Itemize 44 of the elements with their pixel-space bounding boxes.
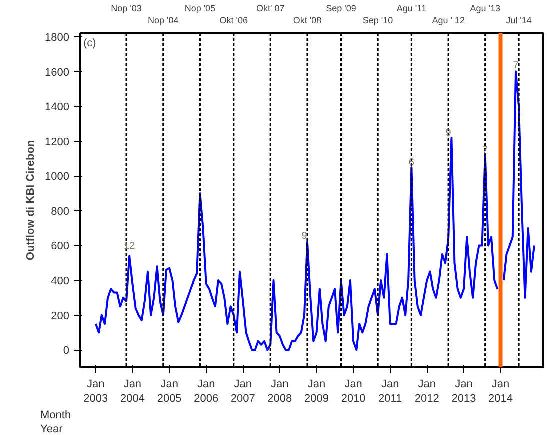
y-tick-label: 200 bbox=[51, 310, 70, 322]
ref-line-label: Sep '10 bbox=[362, 16, 394, 26]
x-tick-label: Jan 2012 bbox=[414, 378, 440, 405]
ref-line-label: Agu '13 bbox=[470, 4, 500, 14]
annotation: 9 bbox=[302, 230, 308, 242]
y-tick-label: 600 bbox=[51, 240, 70, 253]
x-tick-label: Jan 2009 bbox=[304, 378, 330, 405]
ref-line-label: Nop '04 bbox=[148, 16, 179, 26]
y-tick-label: 1800 bbox=[45, 32, 70, 44]
text: Year bbox=[40, 424, 64, 435]
x-tick-label: Jan 2006 bbox=[194, 378, 219, 405]
x-tick-label: Jan 2010 bbox=[341, 378, 366, 405]
ref-line-label: Okt '08 bbox=[293, 16, 322, 26]
ref-line-label: Sep '09 bbox=[326, 4, 356, 14]
annotation: (c) bbox=[84, 38, 96, 50]
y-axis-title: Outflow di KBI Cirebon bbox=[25, 140, 38, 261]
annotation: 7 bbox=[482, 146, 489, 157]
ref-line-label: Nop '05 bbox=[184, 4, 216, 14]
y-tick-label: 0 bbox=[63, 345, 70, 358]
x-tick-label: Jan 2014 bbox=[488, 378, 514, 405]
text: Month bbox=[40, 410, 72, 422]
y-tick-label: 1000 bbox=[45, 171, 70, 184]
annotation: 9 bbox=[446, 128, 452, 140]
x-tick-label: Jan 2004 bbox=[120, 378, 145, 405]
y-tick-label: 400 bbox=[51, 276, 70, 288]
x-tick-label: Jan 2005 bbox=[157, 378, 182, 405]
ref-line-label: Nop '03 bbox=[111, 4, 142, 14]
y-tick-label: 800 bbox=[51, 206, 70, 218]
x-tick-label: Jan 2008 bbox=[268, 378, 292, 405]
y-tick-label: 1400 bbox=[45, 102, 70, 114]
x-tick-label: Jan 2007 bbox=[230, 378, 256, 405]
ref-line-label: Okt' 07 bbox=[256, 4, 285, 14]
ref-line-label: Agu ' 12 bbox=[432, 16, 465, 26]
y-tick-label: 1600 bbox=[45, 66, 70, 79]
ref-line-label: Okt '06 bbox=[220, 16, 248, 26]
x-tick-label: Jan 2011 bbox=[378, 378, 402, 405]
x-tick-label: Jan 2003 bbox=[84, 378, 108, 405]
ref-line-label: Agu '11 bbox=[396, 4, 426, 14]
x-tick-label: Jan 2013 bbox=[452, 378, 476, 405]
annotation: 6 bbox=[408, 158, 415, 169]
annotation: 12 bbox=[124, 241, 136, 252]
annotation: 7 bbox=[513, 60, 520, 72]
y-tick-label: 1200 bbox=[45, 136, 70, 148]
ref-line-label: Jul '14 bbox=[506, 16, 532, 26]
